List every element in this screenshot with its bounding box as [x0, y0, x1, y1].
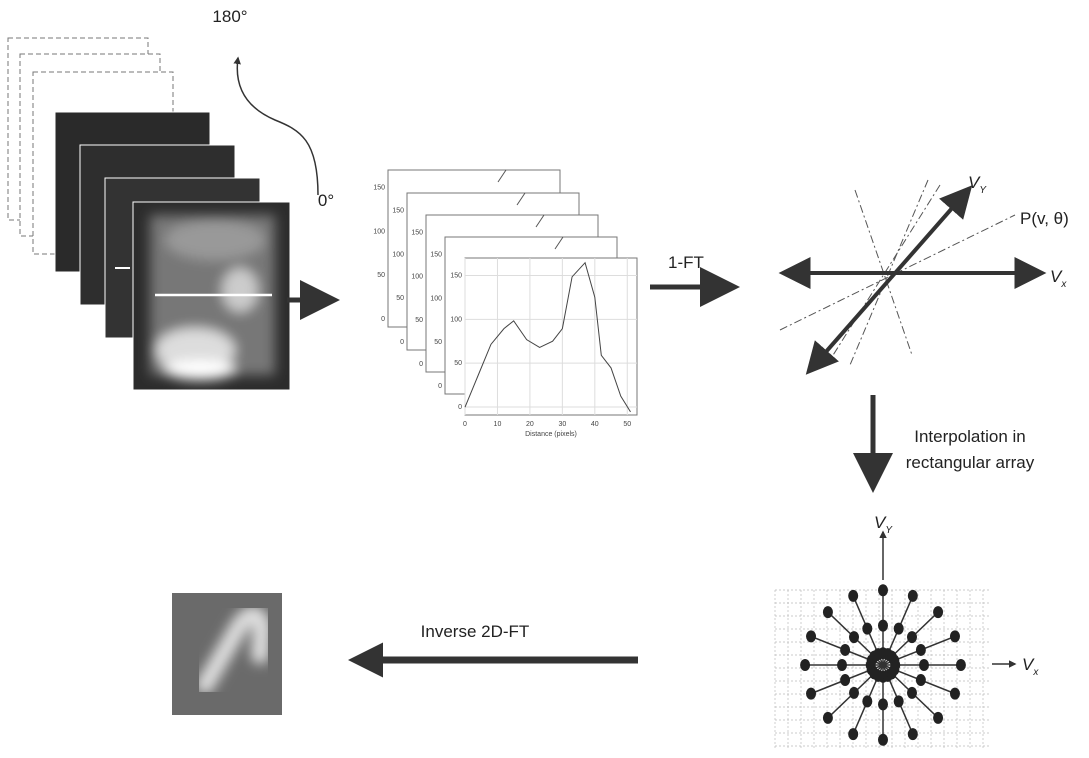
y-tick-label: 50 — [396, 295, 404, 302]
y-tick-label: 150 — [373, 185, 385, 192]
sample-dot — [894, 695, 904, 707]
profile-plots: 0501001500501001500501001500501001500501… — [373, 170, 637, 438]
sample-dot — [878, 620, 888, 632]
sample-dot — [862, 623, 872, 635]
p-label: P(v, θ) — [1020, 209, 1069, 228]
vy-axis — [810, 190, 968, 370]
y-tick-label: 50 — [454, 360, 462, 367]
vx-label: Vx — [1050, 267, 1067, 290]
rect-array — [775, 584, 990, 748]
interp-label: rectangular array — [906, 453, 1035, 472]
y-tick-label: 50 — [377, 272, 385, 279]
y-tick-label: 150 — [450, 273, 462, 280]
sample-dot — [848, 728, 858, 740]
sample-dot — [908, 728, 918, 740]
angle-start: 0° — [318, 191, 334, 210]
x-tick-label: 30 — [558, 421, 566, 428]
y-tick-label: 0 — [381, 316, 385, 323]
sample-dot — [956, 659, 966, 671]
y-tick-label: 0 — [400, 339, 404, 346]
sample-dot — [878, 698, 888, 710]
y-tick-label: 100 — [373, 228, 385, 235]
sample-dot — [837, 659, 847, 671]
sample-dot — [862, 695, 872, 707]
y-tick-label: 150 — [430, 252, 442, 259]
sample-dot — [933, 712, 943, 724]
sample-dot — [894, 623, 904, 635]
sample-dot — [823, 712, 833, 724]
x-tick-label: 0 — [463, 421, 467, 428]
projection-stack — [55, 112, 290, 390]
y-tick-label: 0 — [458, 404, 462, 411]
y-tick-label: 100 — [392, 251, 404, 258]
sample-dot — [919, 659, 929, 671]
x-tick-label: 20 — [526, 421, 534, 428]
vx-label: Vx — [1022, 655, 1039, 678]
y-tick-label: 100 — [430, 295, 442, 302]
inverse-label: Inverse 2D-FT — [421, 622, 530, 641]
x-axis-label: Distance (pixels) — [525, 431, 577, 438]
y-tick-label: 50 — [415, 317, 423, 324]
plot-frame — [465, 258, 637, 415]
sample-dot — [849, 687, 859, 699]
sample-dot — [950, 630, 960, 642]
y-tick-label: 0 — [419, 361, 423, 368]
sample-dot — [806, 688, 816, 700]
interp-label: Interpolation in — [914, 427, 1026, 446]
sample-dot — [878, 584, 888, 596]
sample-dot — [933, 606, 943, 618]
x-tick-label: 40 — [591, 421, 599, 428]
rotation-arrow — [237, 58, 318, 195]
sample-dot — [800, 659, 810, 671]
diagram: 180° 0° 05010015005010015005010015005010… — [0, 0, 1089, 753]
x-tick-label: 50 — [623, 421, 631, 428]
sample-dot — [907, 631, 917, 643]
angle-end: 180° — [212, 7, 247, 26]
sample-dot — [889, 664, 899, 676]
ft-label: 1-FT — [668, 253, 704, 272]
sample-dot — [907, 687, 917, 699]
sample-dot — [950, 688, 960, 700]
y-tick-label: 100 — [450, 316, 462, 323]
sub: x — [1032, 667, 1039, 678]
sample-dot — [840, 644, 850, 656]
sample-dot — [916, 674, 926, 686]
sample-dot — [806, 630, 816, 642]
y-tick-label: 150 — [411, 230, 423, 237]
vy-label: VY — [968, 173, 987, 196]
sample-dot — [840, 674, 850, 686]
y-tick-label: 50 — [434, 339, 442, 346]
y-tick-label: 0 — [438, 383, 442, 390]
y-tick-label: 100 — [411, 273, 423, 280]
sub: Y — [979, 185, 987, 196]
sample-dot — [823, 606, 833, 618]
sample-dot — [878, 734, 888, 746]
sub: x — [1060, 279, 1067, 290]
sample-dot — [916, 644, 926, 656]
sample-dot — [908, 590, 918, 602]
result-image — [172, 593, 282, 715]
sample-dot — [849, 631, 859, 643]
y-tick-label: 150 — [392, 208, 404, 215]
sample-dot — [848, 590, 858, 602]
x-tick-label: 10 — [494, 421, 502, 428]
sub: Y — [885, 525, 893, 536]
